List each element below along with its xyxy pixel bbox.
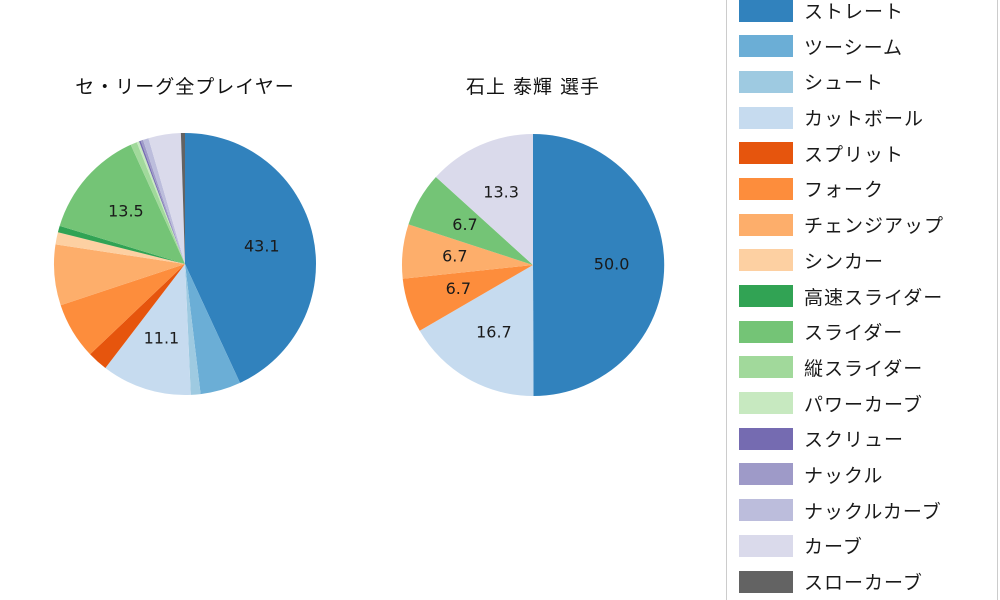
pie-chart-player: 50.0 16.7 6.7 6.7 6.7 13.3: [401, 133, 665, 397]
legend-item-label: 高速スライダー: [804, 286, 944, 309]
legend-item-changeup: チェンジアップ: [739, 213, 987, 238]
straight-color-swatch: [739, 0, 793, 22]
fast-slider-color-swatch: [739, 285, 793, 307]
pie-chart-league: 43.1 11.1 13.5: [54, 132, 316, 395]
legend-item-label: シュート: [804, 72, 885, 95]
pie-slice-cutter: [105, 264, 191, 395]
legend-item-label: カーブ: [804, 536, 863, 559]
pie-slice-curve: [148, 133, 185, 264]
pie-slice-label-cutter: 16.7: [476, 323, 512, 342]
pie-slice-label-fork: 6.7: [446, 279, 471, 298]
pie-slice-two-seam: [185, 264, 241, 395]
legend-item-power-curve: パワーカーブ: [739, 392, 987, 416]
legend: ストレートツーシームシュートカットボール スプリットフォークチェンジアップ シンカー…: [726, 0, 998, 600]
legend-item-label: スプリット: [804, 143, 905, 166]
pie-slice-curve: [435, 134, 533, 265]
pie-slice-fork: [402, 265, 533, 331]
split-color-swatch: [739, 142, 793, 165]
pie-slice-slider: [408, 177, 533, 265]
legend-item-fast-slider: 高速スライダー: [739, 285, 987, 309]
legend-item-cutter: カットボール: [739, 106, 987, 131]
legend-item-two-seam: ツーシーム: [739, 35, 987, 59]
pie-slice-straight: [533, 133, 665, 396]
knuckle-curve-color-swatch: [739, 499, 793, 522]
pie-slice-slow-curve: [180, 132, 185, 264]
pie-slice-knuckle-curve: [142, 138, 185, 264]
pie-slice-vertical-slider: [130, 142, 185, 264]
legend-item-label: スライダー: [804, 322, 904, 345]
knuckle-color-swatch: [739, 463, 793, 486]
pie-slice-fast-slider: [57, 225, 185, 264]
pie-slice-label-changeup: 6.7: [442, 246, 467, 265]
legend-item-label: パワーカーブ: [804, 393, 923, 416]
pie-slice-label-slider: 13.5: [108, 202, 144, 221]
pie-slice-sinker: [55, 232, 186, 264]
shuuto-color-swatch: [739, 70, 793, 93]
legend-item-label: 縦スライダー: [804, 357, 924, 380]
power-curve-color-swatch: [739, 392, 793, 415]
pie-slice-cutter: [419, 265, 534, 397]
screw-color-swatch: [739, 427, 793, 450]
legend-item-label: フォーク: [804, 179, 885, 202]
pie-slice-label-curve: 13.3: [483, 183, 519, 202]
fork-color-swatch: [739, 177, 793, 200]
legend-item-shuuto: シュート: [739, 70, 987, 95]
pie-slice-screw: [139, 140, 185, 264]
slow-curve-color-swatch: [739, 570, 793, 593]
legend-item-label: スクリュー: [804, 429, 905, 452]
legend-item-label: カットボール: [804, 108, 925, 131]
legend-item-knuckle-curve: ナックルカーブ: [739, 499, 987, 523]
legend-item-curve: カーブ: [739, 534, 987, 559]
pie-slice-slider: [59, 144, 185, 264]
pie-slice-power-curve: [136, 141, 185, 264]
legend-item-label: ツーシーム: [804, 36, 904, 59]
legend-item-straight: ストレート: [739, 0, 987, 23]
legend-item-label: ナックル: [804, 464, 884, 487]
cutter-color-swatch: [739, 106, 793, 129]
legend-item-slow-curve: スローカーブ: [739, 570, 987, 594]
legend-item-label: ストレート: [804, 1, 905, 23]
sinker-color-swatch: [739, 249, 793, 272]
pie-slice-changeup: [54, 244, 185, 306]
legend-item-split: スプリット: [739, 142, 987, 166]
pie-slice-label-cutter: 11.1: [144, 329, 180, 348]
pie-slice-shuuto: [185, 264, 201, 395]
legend-item-knuckle: ナックル: [739, 463, 987, 487]
legend-item-vertical-slider: 縦スライダー: [739, 356, 987, 380]
legend-item-screw: スクリュー: [739, 427, 987, 452]
chart-title-league: セ・リーグ全プレイヤー: [75, 76, 295, 98]
legend-item-label: チェンジアップ: [804, 215, 945, 238]
changeup-color-swatch: [739, 213, 793, 236]
vertical-slider-color-swatch: [739, 356, 793, 379]
slider-color-swatch: [739, 320, 793, 343]
legend-item-fork: フォーク: [739, 177, 987, 202]
pie-slice-knuckle: [140, 139, 185, 264]
pie-slice-straight: [185, 133, 316, 383]
pie-slice-label-straight: 50.0: [594, 254, 630, 273]
legend-item-label: スローカーブ: [804, 572, 923, 594]
pie-slice-changeup: [401, 224, 533, 279]
pie-slice-fork: [60, 264, 185, 355]
legend-item-label: ナックルカーブ: [804, 500, 942, 523]
chart-title-player: 石上 泰輝 選手: [465, 76, 601, 98]
pie-slice-split: [90, 264, 185, 369]
legend-item-slider: スライダー: [739, 320, 987, 345]
two-seam-color-swatch: [739, 35, 793, 58]
pie-slice-label-straight: 43.1: [244, 237, 280, 256]
pie-slice-label-slider: 6.7: [452, 215, 477, 234]
legend-item-sinker: シンカー: [739, 249, 987, 273]
curve-color-swatch: [739, 534, 793, 557]
legend-item-label: シンカー: [804, 250, 885, 273]
